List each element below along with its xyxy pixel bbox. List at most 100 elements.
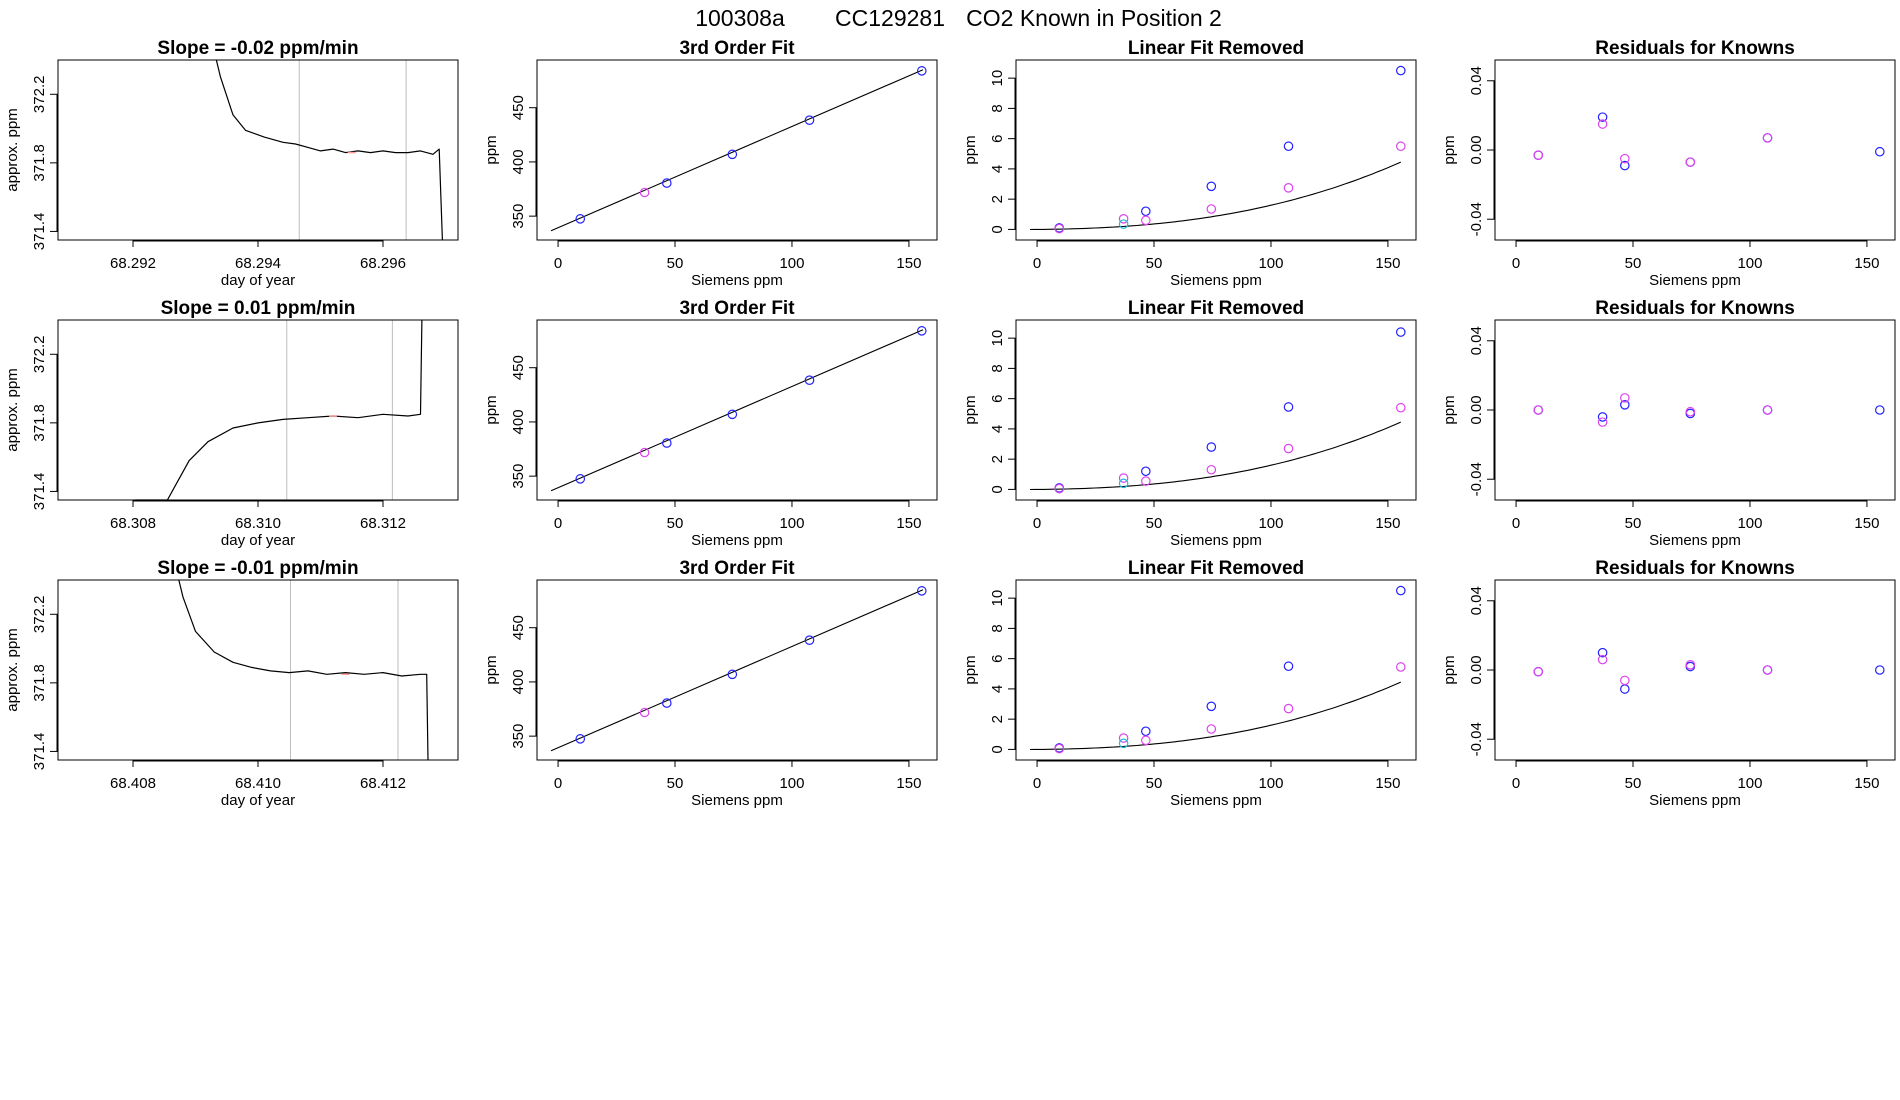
panel-r0-c3-y-tick-label: -0.04 bbox=[1468, 202, 1485, 236]
panel-r2-c3-point-magenta bbox=[1685, 660, 1696, 670]
panel-r1-c2-y-tick-label: 8 bbox=[989, 364, 1006, 372]
panel-r1-c0-x-tick-label: 68.312 bbox=[360, 515, 406, 532]
panel-r2-c1: 3rd Order Fit 0 50 100 150 350 400 450 Siemens p… bbox=[483, 558, 938, 809]
panel-r0-c1-frame bbox=[536, 59, 938, 241]
panel-r1-c1-x-tick-label: 100 bbox=[779, 515, 804, 532]
panel-r0-c2-y-tick-label: 6 bbox=[989, 134, 1006, 142]
panel-r0-c0-x-tick-label: 68.296 bbox=[360, 255, 406, 272]
panel-r2-c0-trace-line bbox=[178, 580, 429, 760]
panel-r2-c1-plot-area bbox=[550, 586, 927, 752]
panel-r2-c1-y-tick-label: 400 bbox=[510, 669, 527, 694]
panel-r0-c2-y-tick-label: 0 bbox=[989, 225, 1006, 233]
panel-r2-c2-x-tick-label: 50 bbox=[1146, 775, 1163, 792]
panel-r2-c3-frame bbox=[1494, 579, 1896, 761]
panel-r2-c3-x-label: Siemens ppm bbox=[1649, 792, 1741, 809]
panel-r1-c2-x-tick-label: 150 bbox=[1375, 515, 1400, 532]
panel-r1-c3-y-label: ppm bbox=[1441, 395, 1458, 424]
panel-r2-c2-point-blue bbox=[1283, 661, 1294, 672]
panel-r1-c0-x-label: day of year bbox=[221, 532, 295, 549]
panel-r0-c3-point-magenta bbox=[1620, 153, 1630, 164]
panel-r1-c3-x-tick-label: 0 bbox=[1512, 515, 1520, 532]
panel-r2-c1-y-label: ppm bbox=[483, 655, 500, 684]
panel-r0-c1-point-knowns bbox=[727, 149, 738, 160]
panel-r0-c0-y-tick-label: 372.2 bbox=[31, 76, 48, 114]
panel-r2-c2-y-label: ppm bbox=[962, 655, 979, 684]
panel-r0-c1-y-tick-label: 400 bbox=[510, 149, 527, 174]
panel-r0-c2-title: Linear Fit Removed bbox=[1128, 38, 1304, 59]
panel-r2-c0-y-tick-label: 372.2 bbox=[31, 596, 48, 634]
panel-r1-c1-point-knowns bbox=[727, 409, 738, 420]
panel-r2-c2-y-tick-label: 10 bbox=[989, 590, 1006, 607]
panel-r2-c2-y-tick-label: 8 bbox=[989, 624, 1006, 632]
panel-r1-c1-x-tick-label: 0 bbox=[554, 515, 562, 532]
panel-r2-c1-point-knowns bbox=[727, 669, 738, 680]
panel-r2-c3-point-blue bbox=[1874, 665, 1885, 675]
panel-r0-c3-title: Residuals for Knowns bbox=[1595, 38, 1795, 59]
panel-r1-c2-x-tick-label: 50 bbox=[1146, 515, 1163, 532]
panel-r2-c2-y-tick-label: 4 bbox=[989, 685, 1006, 693]
panel-r0-c2-y-tick-label: 2 bbox=[989, 195, 1006, 203]
panel-r0-c2-y-tick-label: 4 bbox=[989, 165, 1006, 173]
panel-r0-c2-y-tick-label: 10 bbox=[989, 70, 1006, 87]
panel-r0-c0: Slope = -0.02 ppm/min 68.292 68.294 68.296 3… bbox=[4, 38, 459, 289]
panel-r0-c1-x-label: Siemens ppm bbox=[691, 272, 783, 289]
panel-r2-c2-x-label: Siemens ppm bbox=[1170, 792, 1262, 809]
panel-r1-c2-point-cyan bbox=[1118, 478, 1129, 489]
panel-r1-c3-frame bbox=[1494, 319, 1896, 501]
panel-r1-c3-point-magenta bbox=[1620, 393, 1630, 403]
panel-r0-c0-plot-area bbox=[215, 60, 443, 240]
panel-r2-c1-y-tick-label: 350 bbox=[510, 724, 527, 749]
panel-r1-c3: Residuals for Knowns 0 50 100 150 -0.04 0.00 0.… bbox=[1441, 298, 1896, 549]
panel-r0-c3-x-tick-label: 100 bbox=[1737, 255, 1762, 272]
panel-r0-c1-point-knowns bbox=[662, 178, 672, 188]
panels-grid: Slope = -0.02 ppm/min 68.292 68.294 68.296 3… bbox=[4, 38, 1896, 809]
panel-r2-c1-x-tick-label: 150 bbox=[896, 775, 921, 792]
panel-r1-c0-x-tick-label: 68.310 bbox=[235, 515, 281, 532]
panel-r1-c1-y-tick-label: 450 bbox=[510, 355, 527, 380]
panel-r0-c1-title: 3rd Order Fit bbox=[679, 38, 795, 59]
panel-r1-c1-title: 3rd Order Fit bbox=[679, 298, 795, 319]
panel-r2-c1-x-tick-label: 0 bbox=[554, 775, 562, 792]
panel-r2-c1-point-knowns bbox=[804, 635, 815, 645]
panel-r1-c2-y-tick-label: 10 bbox=[989, 330, 1006, 347]
panel-r1-c2-point-magenta bbox=[1141, 476, 1151, 486]
panel-r1-c1-point-knowns bbox=[662, 438, 672, 448]
panel-r0-c2-x-tick-label: 150 bbox=[1375, 255, 1400, 272]
panel-r2-c1-point-knowns bbox=[575, 734, 586, 744]
panel-r2-c0-x-label: day of year bbox=[221, 792, 295, 809]
panel-r0-c0-y-label: approx. ppm bbox=[4, 108, 21, 191]
panel-r1-c3-point-magenta bbox=[1762, 405, 1773, 415]
panel-r2-c1-y-tick-label: 450 bbox=[510, 615, 527, 640]
panel-r1-c1-x-tick-label: 150 bbox=[896, 515, 921, 532]
panel-r0-c2-point-cyan bbox=[1118, 219, 1129, 229]
panel-r1-c3-x-tick-label: 100 bbox=[1737, 515, 1762, 532]
panel-r1-c1-point-knowns bbox=[916, 326, 927, 336]
panel-r0-c1-point-knowns bbox=[916, 66, 927, 76]
panel-r1-c1-fit-line bbox=[550, 329, 924, 492]
panel-r0-c0-x-label: day of year bbox=[221, 272, 295, 289]
super-title-serial: CC129281 bbox=[835, 5, 945, 31]
panel-r0-c2-point-blue bbox=[1395, 65, 1406, 76]
panel-r1-c2-plot-area bbox=[1029, 327, 1406, 494]
panel-r0-c2-x-tick-label: 100 bbox=[1258, 255, 1283, 272]
panel-r1-c0-plot-area bbox=[134, 320, 423, 500]
panel-r0-c0-trace-line bbox=[215, 60, 443, 240]
panel-r2-c0-frame bbox=[57, 579, 459, 761]
panel-r2-c3-y-label: ppm bbox=[1441, 655, 1458, 684]
panel-r0-c2-point-blue bbox=[1283, 141, 1294, 152]
panel-r1-c2-point-blue bbox=[1395, 327, 1406, 337]
panel-r2-c2-x-tick-label: 150 bbox=[1375, 775, 1400, 792]
panel-r1-c1-plot-area bbox=[550, 326, 927, 492]
panel-r1-c2-y-tick-label: 2 bbox=[989, 455, 1006, 463]
panel-r2-c2-x-tick-label: 0 bbox=[1033, 775, 1041, 792]
panel-r0-c2: Linear Fit Removed 0 50 100 150 0 2 4 6 8 10 Siemen… bbox=[962, 38, 1417, 289]
panel-r1-c3-y-tick-label: -0.04 bbox=[1468, 462, 1485, 496]
panel-r1-c1-x-tick-label: 50 bbox=[667, 515, 684, 532]
panel-r2-c3-x-tick-label: 150 bbox=[1854, 775, 1879, 792]
panel-r0-c2-point-magenta bbox=[1054, 223, 1065, 234]
panel-r0-c2-x-tick-label: 50 bbox=[1146, 255, 1163, 272]
panel-r2-c1-x-tick-label: 100 bbox=[779, 775, 804, 792]
panel-r0-c3-y-tick-label: 0.00 bbox=[1468, 135, 1485, 164]
panel-r2-c3-point-magenta bbox=[1620, 675, 1630, 686]
